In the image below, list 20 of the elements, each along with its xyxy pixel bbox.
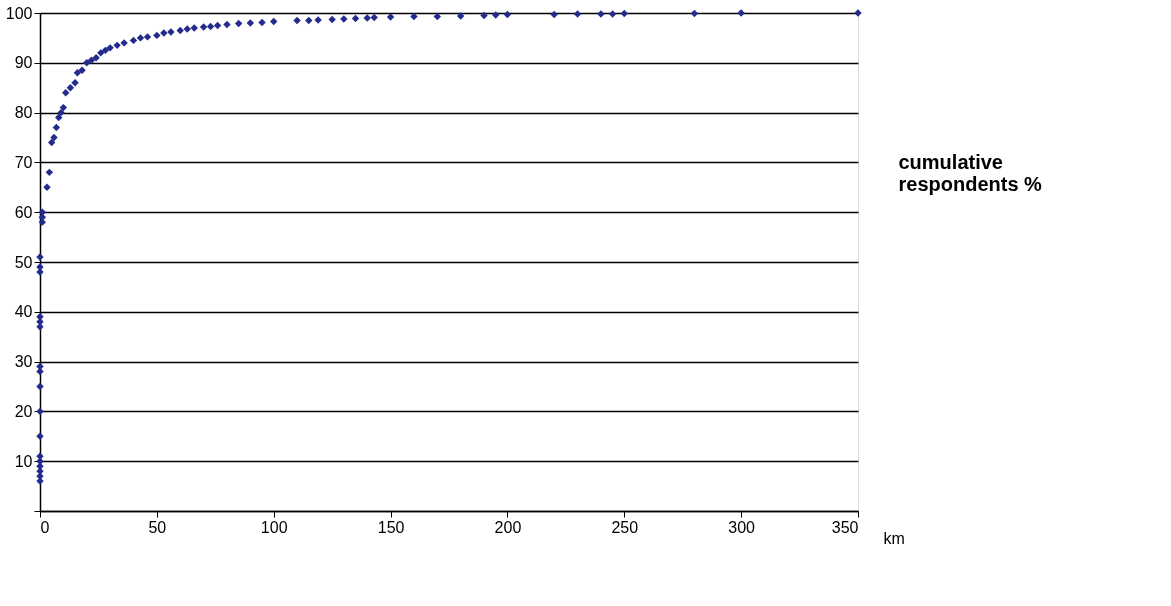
y-tick-label: 40 (14, 303, 33, 321)
y-tick-label: 50 (14, 253, 33, 271)
y-tick-label: 100 (5, 4, 33, 22)
y-tick-label: 90 (14, 54, 33, 72)
x-tick-label: 0 (40, 518, 50, 536)
x-tick-label: 100 (260, 518, 288, 536)
y-tick-label: 20 (14, 402, 33, 420)
x-axis-title: km (883, 529, 905, 547)
x-tick-label: 150 (377, 518, 405, 536)
y-tick-label: 10 (14, 452, 33, 470)
y-tick-label: 30 (14, 353, 33, 371)
y-tick-label: 80 (14, 104, 33, 122)
x-tick-label: 250 (611, 518, 639, 536)
x-tick-label: 50 (148, 518, 167, 536)
y-axis-title: cumulative respondents % (898, 150, 1043, 195)
y-tick-label: 70 (14, 153, 33, 171)
x-tick-label: 200 (494, 518, 522, 536)
y-tick-label: 60 (14, 203, 33, 221)
x-tick-label: 350 (831, 518, 859, 536)
x-tick-label: 300 (728, 518, 756, 536)
